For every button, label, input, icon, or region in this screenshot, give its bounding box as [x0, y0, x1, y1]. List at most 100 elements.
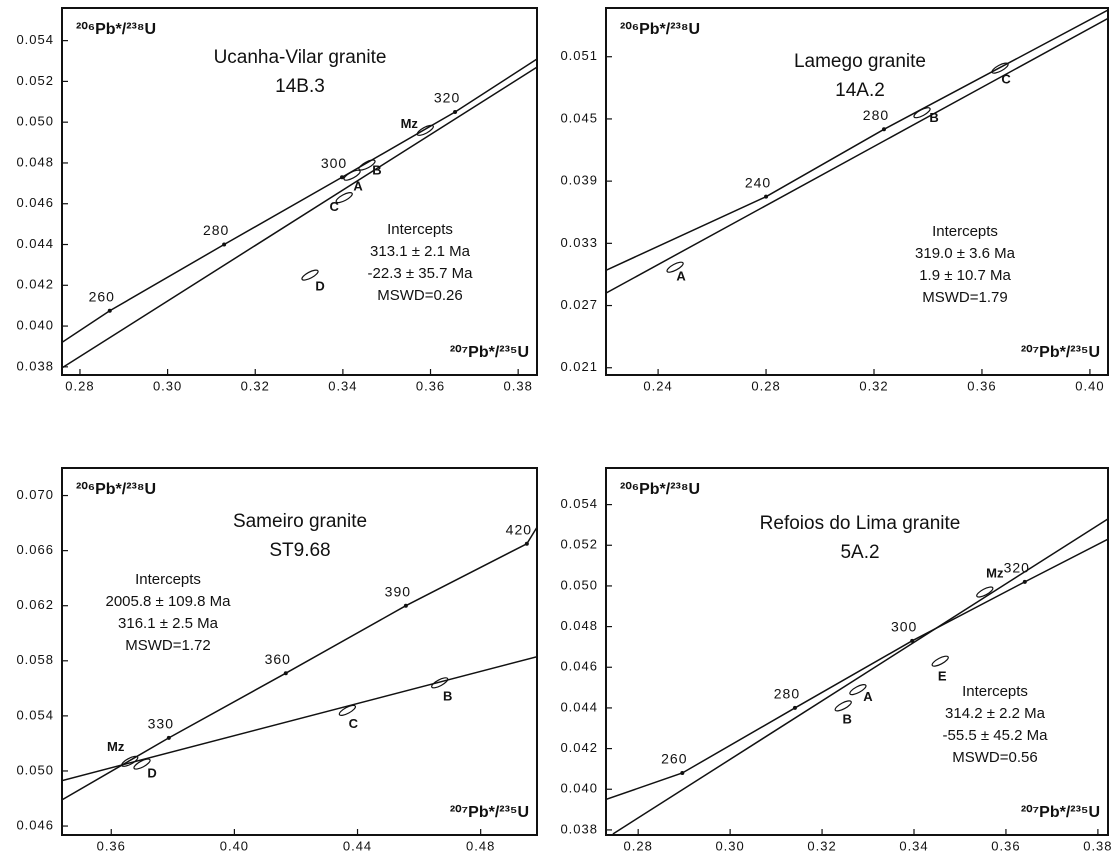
x-tick-label: 0.36 [967, 378, 996, 393]
y-tick-label: 0.021 [560, 359, 598, 374]
concordia-line [606, 538, 1108, 801]
y-tick-label: 0.051 [560, 48, 598, 63]
x-axis-label: ²⁰⁷Pb*/²³⁵U [450, 344, 529, 361]
ellipse-label: A [353, 179, 363, 194]
age-tick [283, 671, 288, 676]
y-tick-label: 0.042 [16, 277, 54, 292]
y-axis-label: ²⁰⁶Pb*/²³⁸U [76, 21, 156, 38]
age-tick [680, 770, 685, 775]
age-label: 320 [434, 90, 460, 106]
x-tick-label: 0.24 [643, 378, 672, 393]
discordia-line [606, 17, 1108, 294]
x-tick-label: 0.38 [504, 378, 533, 393]
x-tick-label: 0.28 [65, 378, 94, 393]
error-ellipse [338, 704, 357, 716]
concordia-line [62, 526, 537, 801]
y-tick-label: 0.046 [16, 195, 54, 210]
age-label: 300 [321, 155, 347, 171]
age-label: 420 [506, 521, 532, 537]
intercept-text: MSWD=1.79 [922, 289, 1007, 306]
intercept-text: 2005.8 ± 109.8 Ma [106, 593, 232, 610]
x-tick-label: 0.36 [416, 378, 445, 393]
y-tick-label: 0.046 [16, 817, 54, 832]
y-tick-label: 0.054 [560, 496, 598, 511]
chart-subtitle: 5A.2 [840, 542, 879, 563]
ellipse-label: B [372, 162, 381, 177]
x-tick-label: 0.34 [899, 838, 928, 853]
y-tick-label: 0.040 [16, 318, 54, 333]
error-ellipse [416, 124, 434, 136]
x-tick-label: 0.28 [624, 838, 653, 853]
age-label: 280 [863, 107, 889, 123]
ellipse-label: Mz [401, 116, 419, 131]
age-label: 330 [148, 716, 174, 732]
y-tick-label: 0.045 [560, 110, 598, 125]
y-tick-label: 0.044 [560, 699, 598, 714]
error-ellipse [133, 758, 151, 770]
plot-frame [61, 7, 538, 376]
y-tick-label: 0.039 [560, 173, 598, 188]
age-label: 240 [745, 174, 771, 190]
age-tick [222, 242, 227, 247]
x-tick-label: 0.36 [991, 838, 1020, 853]
y-tick-label: 0.052 [16, 73, 54, 88]
y-tick-label: 0.070 [16, 487, 54, 502]
ellipse-label: E [938, 669, 947, 684]
y-axis-label: ²⁰⁶Pb*/²³⁸U [620, 481, 700, 498]
age-tick [1022, 579, 1027, 584]
y-tick-label: 0.054 [16, 707, 54, 722]
ellipse-label: D [147, 766, 156, 781]
intercept-text: 1.9 ± 10.7 Ma [919, 267, 1011, 284]
error-ellipse [849, 684, 867, 696]
intercept-text: MSWD=0.56 [952, 749, 1037, 766]
discordia-line [612, 518, 1108, 835]
y-tick-label: 0.054 [16, 32, 54, 47]
y-tick-label: 0.038 [560, 821, 598, 836]
y-axis-label: ²⁰⁶Pb*/²³⁸U [76, 481, 156, 498]
error-ellipse [913, 107, 931, 119]
ellipse-label: C [1001, 72, 1011, 87]
error-ellipse [335, 192, 353, 204]
error-ellipse [431, 677, 449, 689]
chart-title: Ucanha-Vilar granite [214, 47, 387, 68]
x-tick-label: 0.34 [328, 378, 357, 393]
ellipse-label: C [349, 716, 359, 731]
y-tick-label: 0.048 [560, 618, 598, 633]
age-label: 320 [1004, 560, 1030, 576]
x-tick-label: 0.30 [153, 378, 182, 393]
y-tick-label: 0.048 [16, 154, 54, 169]
error-ellipse [931, 655, 949, 667]
intercept-text: 313.1 ± 2.1 Ma [370, 243, 471, 260]
intercept-text: 314.2 ± 2.2 Ma [945, 705, 1046, 722]
y-tick-label: 0.044 [16, 236, 54, 251]
chart-title: Lamego granite [794, 51, 926, 72]
chart-title: Refoios do Lima granite [760, 513, 961, 534]
age-label: 280 [774, 686, 800, 702]
ellipse-label: B [929, 110, 938, 125]
y-axis-label: ²⁰⁶Pb*/²³⁸U [620, 21, 700, 38]
plot-frame [61, 467, 538, 836]
x-tick-label: 0.40 [1075, 378, 1104, 393]
ellipse-label: B [843, 711, 852, 726]
concordia-line [62, 58, 537, 344]
error-ellipse [121, 755, 139, 767]
chart-subtitle: 14B.3 [275, 76, 325, 97]
plot-frame [605, 7, 1109, 376]
error-ellipse [976, 586, 994, 598]
ellipse-label: D [315, 279, 324, 294]
x-tick-label: 0.28 [751, 378, 780, 393]
intercept-text: Intercepts [962, 683, 1028, 700]
age-label: 360 [265, 651, 291, 667]
ellipse-label: A [863, 689, 873, 704]
error-ellipse [834, 700, 852, 712]
y-tick-label: 0.062 [16, 597, 54, 612]
ellipse-label: C [330, 199, 340, 214]
ellipse-label: A [676, 269, 686, 284]
age-tick [340, 175, 345, 180]
intercept-text: -55.5 ± 45.2 Ma [943, 727, 1049, 744]
concordia-line [606, 9, 1108, 271]
y-tick-label: 0.042 [560, 740, 598, 755]
x-axis-label: ²⁰⁷Pb*/²³⁵U [450, 804, 529, 821]
y-tick-label: 0.050 [16, 762, 54, 777]
